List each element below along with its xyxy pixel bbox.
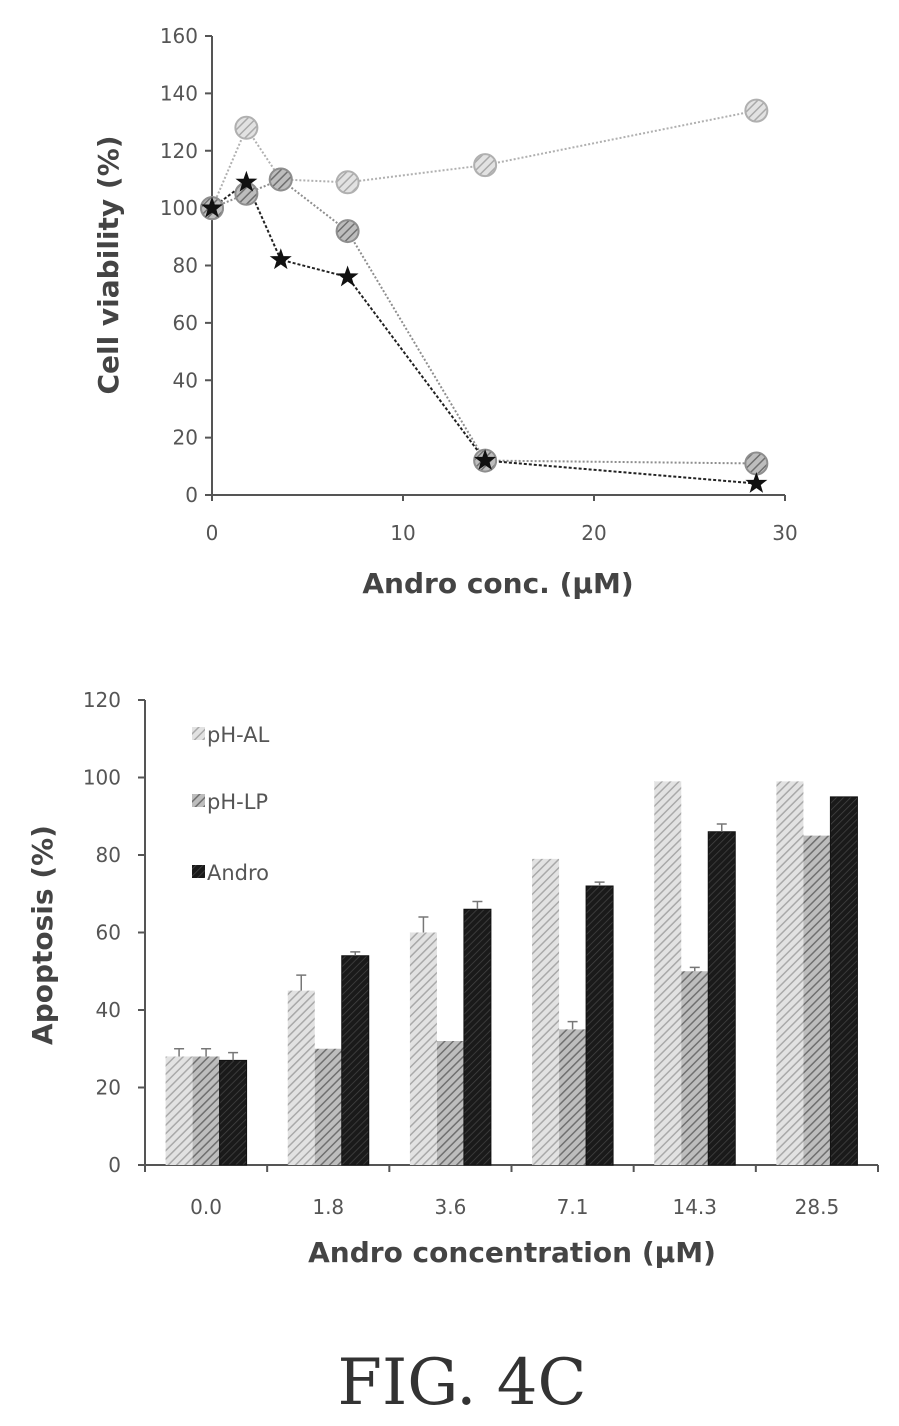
series-3-line xyxy=(211,180,757,485)
bar-ph-lp xyxy=(314,1048,342,1165)
x-tick-label: 0.0 xyxy=(190,1195,222,1219)
x-tick-label: 30 xyxy=(772,521,797,545)
x-axis-title: Andro conc. (μM) xyxy=(362,567,633,600)
bar-ph-lp xyxy=(681,971,709,1165)
series-3-point xyxy=(269,248,292,270)
x-tick-label: 3.6 xyxy=(435,1195,467,1219)
x-tick-label: 20 xyxy=(581,521,606,545)
legend-label: pH-LP xyxy=(207,790,268,814)
y-tick-label: 40 xyxy=(173,368,198,392)
viability-line-chart: 0 20 40 60 80 100 120 140 160 0 10 20 30 Cell viabi… xyxy=(92,24,798,600)
series-2-point xyxy=(268,167,293,192)
y-tick-label: 60 xyxy=(96,921,121,945)
series-2-line xyxy=(211,178,757,465)
series-3-point xyxy=(201,196,223,218)
y-tick-label: 140 xyxy=(160,81,198,105)
x-ticks: 0.0 1.8 3.6 7.1 14.3 28.5 xyxy=(144,1165,879,1219)
y-tick-label: 80 xyxy=(96,843,121,867)
bar-ph-lp xyxy=(803,835,831,1165)
bar-ph-al xyxy=(287,990,315,1165)
series-3-point xyxy=(474,449,497,470)
series-1-point xyxy=(744,98,769,123)
y-ticks: 0 20 40 60 80 100 120 140 160 xyxy=(160,24,212,507)
y-tick-label: 100 xyxy=(160,196,198,220)
y-tick-label: 120 xyxy=(160,139,198,163)
bar-andro xyxy=(585,885,614,1166)
figure-caption: FIG. 4C xyxy=(338,1346,587,1420)
legend: pH-AL pH-LP Andro xyxy=(192,723,270,885)
bar-ph-lp xyxy=(436,1041,464,1165)
x-tick-label: 10 xyxy=(390,521,415,545)
legend-label: pH-AL xyxy=(207,723,270,747)
x-tick-label: 14.3 xyxy=(672,1195,717,1219)
series-1-point xyxy=(234,115,259,140)
series-1-line xyxy=(211,109,757,209)
y-tick-label: 20 xyxy=(96,1076,121,1100)
series-1-point xyxy=(473,153,498,178)
y-tick-label: 40 xyxy=(96,998,121,1022)
bar-ph-al xyxy=(409,932,437,1165)
y-tick-label: 100 xyxy=(83,766,121,790)
legend-label: Andro xyxy=(207,861,269,885)
legend-swatch xyxy=(192,794,205,807)
x-axis-title: Andro concentration (μM) xyxy=(308,1236,716,1269)
series-3-point xyxy=(745,471,768,493)
y-tick-label: 120 xyxy=(83,688,121,712)
legend-swatch xyxy=(192,865,205,878)
y-tick-label: 0 xyxy=(185,483,198,507)
apoptosis-bar-chart: 0 20 40 60 80 100 120 0.0 1.8 3.6 7.1 14.3 28.5 pH-… xyxy=(26,688,879,1269)
bar-ph-al xyxy=(165,1056,193,1165)
series-3-point xyxy=(336,265,359,287)
y-tick-label: 80 xyxy=(173,254,198,278)
x-ticks: 0 10 20 30 xyxy=(206,495,798,545)
series-3-point xyxy=(235,170,258,192)
y-ticks: 0 20 40 60 80 100 120 xyxy=(83,688,145,1177)
y-axis-title: Apoptosis (%) xyxy=(26,825,59,1045)
legend-swatch xyxy=(192,727,205,740)
x-tick-label: 0 xyxy=(206,521,219,545)
y-tick-label: 0 xyxy=(108,1153,121,1177)
series-2-point xyxy=(335,219,360,244)
x-tick-label: 28.5 xyxy=(795,1195,840,1219)
x-tick-label: 1.8 xyxy=(312,1195,344,1219)
series-1-point xyxy=(335,170,360,195)
series-group xyxy=(200,98,769,493)
bar-ph-al xyxy=(776,781,804,1165)
bar-ph-lp xyxy=(192,1056,220,1165)
bar-andro xyxy=(219,1059,248,1166)
bar-ph-lp xyxy=(559,1029,587,1165)
y-tick-label: 160 xyxy=(160,24,198,48)
y-tick-label: 60 xyxy=(173,311,198,335)
bar-andro xyxy=(707,831,736,1166)
bar-andro xyxy=(341,955,370,1166)
series-2-point xyxy=(744,451,769,476)
bar-andro xyxy=(829,796,858,1166)
y-tick-label: 20 xyxy=(173,426,198,450)
bars-group xyxy=(165,781,858,1166)
bar-andro xyxy=(463,908,492,1166)
y-axis-title: Cell viability (%) xyxy=(92,135,125,394)
bar-ph-al xyxy=(532,858,560,1165)
x-tick-label: 7.1 xyxy=(557,1195,589,1219)
bar-ph-al xyxy=(654,781,682,1165)
